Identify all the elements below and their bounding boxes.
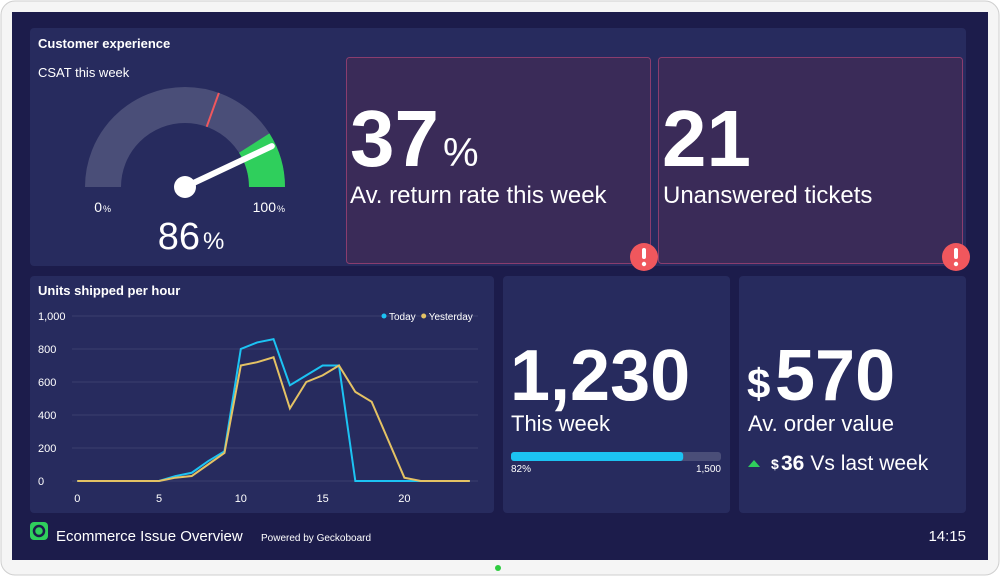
legend-dot <box>421 313 427 319</box>
alert-icon <box>630 243 658 271</box>
metric-label: Unanswered tickets <box>663 182 872 209</box>
change-value: 36 <box>781 452 804 475</box>
currency: $ <box>747 360 770 407</box>
card <box>739 276 966 513</box>
card-title: Units shipped per hour <box>38 283 180 298</box>
change-arrow <box>748 460 760 467</box>
legend-label: Today <box>389 312 416 323</box>
gauge-unit: % <box>203 228 224 255</box>
y-tick-label: 600 <box>38 377 56 389</box>
metric-label: Av. order value <box>748 411 894 436</box>
y-tick-label: 0 <box>38 476 44 488</box>
big-number: 1,230 <box>510 336 690 416</box>
powered-by: Powered by Geckoboard <box>261 533 371 544</box>
x-tick-label: 10 <box>235 493 247 505</box>
gauge-max: 100 <box>253 199 277 215</box>
unit: % <box>443 131 479 175</box>
legend-dot <box>381 313 387 319</box>
legend-label: Yesterday <box>429 312 473 323</box>
gauge-unit: % <box>103 204 111 214</box>
x-tick-label: 5 <box>156 493 162 505</box>
series-line <box>77 356 470 482</box>
subtitle: CSAT this week <box>38 65 130 80</box>
alert-icon <box>942 243 970 271</box>
change-text: Vs last week <box>810 452 928 475</box>
change-currency: $ <box>771 456 779 472</box>
big-number: 570 <box>775 336 895 416</box>
x-tick-label: 0 <box>74 493 80 505</box>
gauge-value: 86 <box>158 216 200 258</box>
x-tick-label: 20 <box>398 493 410 505</box>
y-tick-label: 200 <box>38 443 56 455</box>
card <box>30 276 494 513</box>
clock: 14:15 <box>928 528 966 545</box>
big-number: 37 <box>350 94 439 183</box>
card-title: Customer experience <box>38 36 170 51</box>
power-light <box>495 565 501 571</box>
gauge-min: 0 <box>94 199 102 215</box>
goal-label: 1,500 <box>696 464 721 475</box>
logo <box>30 522 48 540</box>
x-tick-label: 15 <box>316 493 328 505</box>
progress-label: 82% <box>511 464 531 475</box>
alert-card <box>346 57 651 264</box>
gauge-marker <box>205 92 220 128</box>
dashboard-title: Ecommerce Issue Overview <box>56 528 243 545</box>
big-number: 21 <box>662 94 751 183</box>
progress-fill <box>511 452 684 461</box>
metric-label: Av. return rate this week <box>350 182 608 209</box>
gauge-needle <box>182 143 275 190</box>
metric-label: This week <box>511 411 611 436</box>
y-tick-label: 800 <box>38 344 56 356</box>
gauge-hub <box>174 176 196 198</box>
y-tick-label: 1,000 <box>38 311 66 323</box>
gauge-unit: % <box>277 204 285 214</box>
alert-card <box>658 57 963 264</box>
gauge-green-band <box>238 133 285 188</box>
y-tick-label: 400 <box>38 410 56 422</box>
